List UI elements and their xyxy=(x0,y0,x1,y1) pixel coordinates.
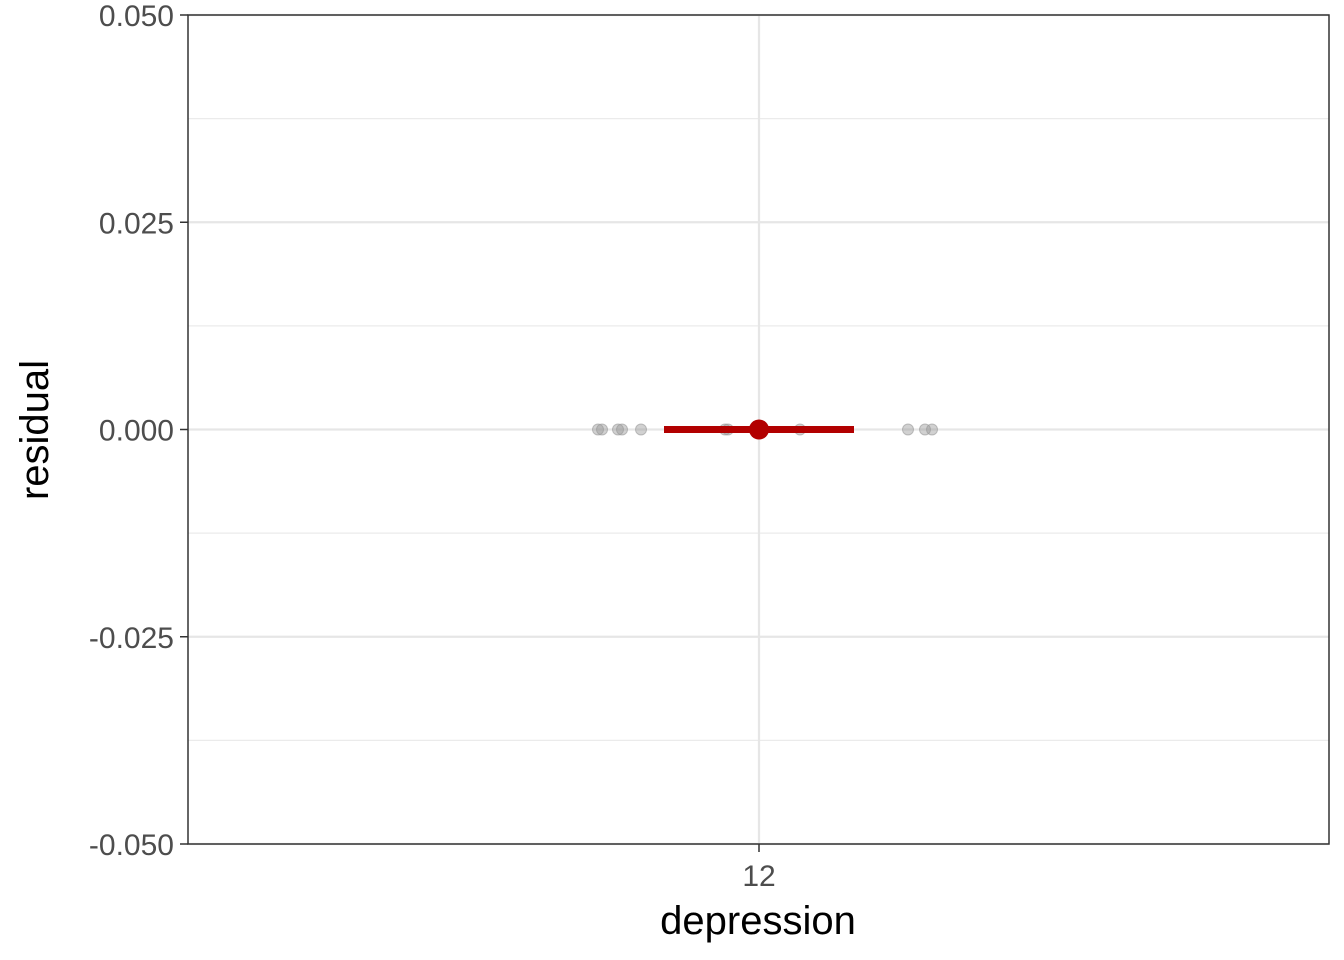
jitter-point xyxy=(612,423,624,436)
x-axis-title: depression xyxy=(660,899,856,943)
jitter-point xyxy=(596,423,608,436)
summary-layer xyxy=(664,419,854,440)
y-axis-title: residual xyxy=(13,360,57,500)
y-tick-label: 0.025 xyxy=(99,207,174,240)
summary-mean-point xyxy=(749,419,769,440)
y-tick-label: 0.050 xyxy=(99,0,174,33)
jitter-point xyxy=(616,423,628,436)
jitter-point xyxy=(926,423,938,436)
jitter-point xyxy=(635,423,647,436)
y-tick-label: 0.000 xyxy=(99,415,174,448)
x-tick-label: 12 xyxy=(742,860,775,893)
y-tick-label: -0.025 xyxy=(89,622,174,655)
x-axis: 12 xyxy=(742,844,776,893)
jitter-point xyxy=(592,423,604,436)
y-tick-label: -0.050 xyxy=(89,829,174,862)
jitter-point xyxy=(902,423,914,436)
y-axis: 0.050 0.025 0.000 -0.025 -0.050 xyxy=(89,0,188,862)
